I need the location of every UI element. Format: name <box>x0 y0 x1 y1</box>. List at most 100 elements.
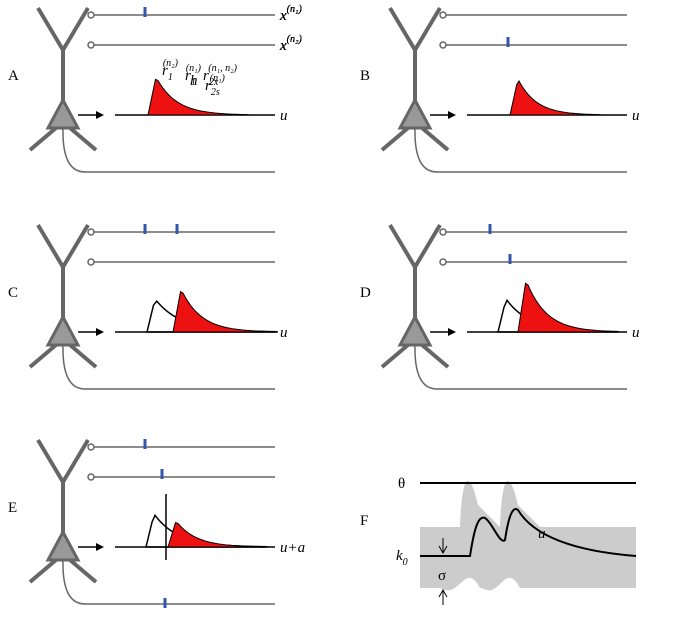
dendrite <box>36 6 90 105</box>
synapse <box>87 228 95 236</box>
input-label-sup: (n₁) <box>287 4 303 15</box>
output-label: u+a <box>280 540 305 556</box>
arrow-head <box>96 328 104 336</box>
potential <box>420 508 637 557</box>
dendrite <box>388 223 442 322</box>
arrow-head <box>448 111 456 119</box>
arrow-head <box>96 111 104 119</box>
input-label-sup: (n₂) <box>287 34 303 45</box>
psp <box>147 78 249 116</box>
psp-label: r1 (n₂) <box>162 58 179 83</box>
psp-label: r2s (n₁) <box>205 73 226 98</box>
psp-label-base: r <box>203 68 209 84</box>
input-label-sup: (n₂) <box>287 34 303 45</box>
arrow-head <box>96 543 104 551</box>
input-label-base: x <box>279 38 287 54</box>
axon <box>62 559 275 605</box>
psp-label-base: r <box>205 78 211 94</box>
soma <box>397 96 433 130</box>
rest-label-sub: 0 <box>403 557 408 568</box>
input-label: x(n₂) <box>279 34 302 54</box>
panel: Bu <box>360 6 640 173</box>
synapse <box>87 11 95 19</box>
noise-label: σ <box>438 568 446 584</box>
input-label-base: x <box>279 8 287 24</box>
psp <box>517 282 619 333</box>
psp-label: h <box>190 73 198 89</box>
psp-label: r2x (n₁, n₂) <box>203 63 238 88</box>
synapse <box>439 11 447 19</box>
synapse <box>439 41 447 49</box>
output-label: u <box>632 325 640 341</box>
input-label-base: x <box>279 8 287 24</box>
psp-label-sub: 2s <box>211 87 220 98</box>
input-label: x(n₁) <box>279 4 302 24</box>
synapse <box>87 41 95 49</box>
psp-label-sup: (n₂) <box>163 58 179 69</box>
input-label-sup: (n₂) <box>287 34 303 45</box>
panel-label: E <box>8 500 17 516</box>
psp-label-base: r <box>185 68 191 84</box>
input-label-sup: (n₁) <box>287 4 303 15</box>
noise-band <box>420 481 636 591</box>
input-label: x(n₂) <box>279 34 302 54</box>
panel-label: C <box>8 285 18 301</box>
input-label: x(n₂) <box>279 34 302 54</box>
synapse <box>439 228 447 236</box>
synapse <box>87 258 95 266</box>
soma <box>45 96 81 130</box>
input-label: x(n₂) <box>279 34 302 54</box>
psp <box>167 521 269 548</box>
panel: Eu+a <box>8 438 305 608</box>
axon <box>62 127 275 173</box>
rest-label: k0 <box>396 548 408 568</box>
panel: Cu <box>8 223 288 390</box>
input-label-sup: (n₁) <box>287 4 303 15</box>
axon <box>62 344 275 390</box>
rest-label-base: k <box>396 548 403 564</box>
psp-label-sub: 2x <box>209 77 219 88</box>
synapse <box>87 443 95 451</box>
panel: Du <box>360 223 640 390</box>
psp-label-base: r <box>162 63 168 79</box>
psp <box>509 79 601 116</box>
panel-label: F <box>360 513 368 529</box>
input-label: x(n₁) <box>279 4 302 24</box>
input-label: x(n₁) <box>279 4 302 24</box>
arrow-head <box>448 328 456 336</box>
psp <box>172 290 274 333</box>
input-label-sup: (n₂) <box>287 34 303 45</box>
dendrite <box>388 6 442 105</box>
input-label: x(n₁) <box>279 4 302 24</box>
psp-label-base: h <box>190 73 198 89</box>
psp-label-sup: (n₁) <box>186 63 202 74</box>
panel-label: D <box>360 285 371 301</box>
input-label-sup: (n₁) <box>287 4 303 15</box>
synapse <box>87 473 95 481</box>
output-label: u <box>280 325 288 341</box>
panel: Au <box>8 6 288 173</box>
potential-label: u <box>538 526 546 542</box>
soma <box>45 313 81 347</box>
psp-label-sub: 1 <box>168 72 173 83</box>
input-label-base: x <box>279 8 287 24</box>
threshold-label: θ <box>398 476 405 492</box>
input-label-base: x <box>279 38 287 54</box>
axon <box>414 127 627 173</box>
psp-label: r1 (n₁) <box>185 63 202 88</box>
output-label: u <box>280 108 288 124</box>
dendrite <box>36 438 90 537</box>
input-label-base: x <box>279 38 287 54</box>
input-label-sup: (n₂) <box>287 34 303 45</box>
input-label-base: x <box>279 8 287 24</box>
soma <box>397 313 433 347</box>
panel-label: B <box>360 68 370 84</box>
output-label: u <box>632 108 640 124</box>
input-label: x(n₁) <box>279 4 302 24</box>
axon <box>414 344 627 390</box>
sigma-arrows <box>438 538 448 605</box>
psp-label-sub: 1 <box>191 77 196 88</box>
psp-label-sup: (n₁) <box>210 73 226 84</box>
dendrite <box>36 223 90 322</box>
